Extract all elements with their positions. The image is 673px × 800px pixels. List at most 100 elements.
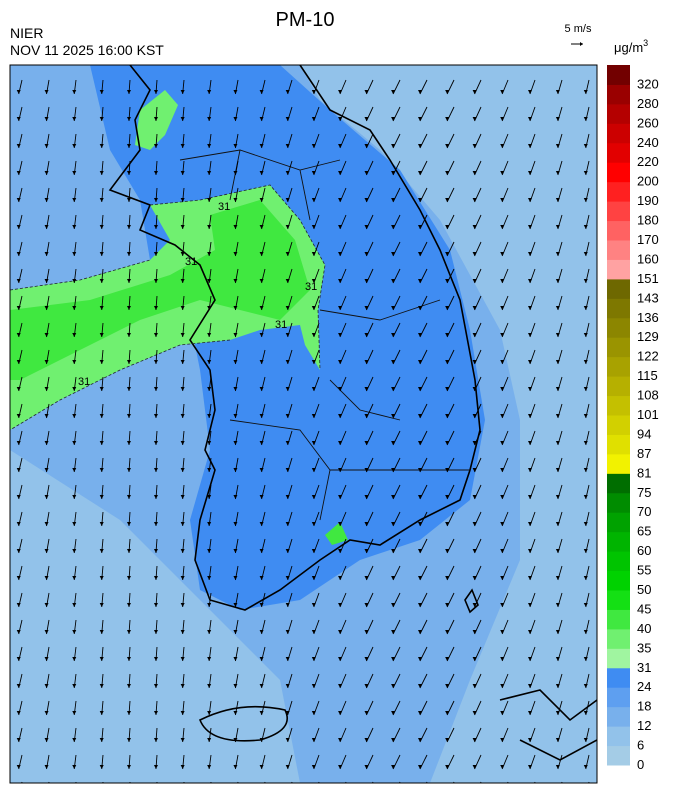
colorbar-label: 31 bbox=[637, 660, 651, 675]
wind-arrowhead bbox=[472, 144, 477, 148]
wind-arrowhead bbox=[44, 522, 49, 526]
wind-arrowhead bbox=[180, 144, 185, 148]
wind-arrowhead bbox=[16, 225, 21, 229]
wind-arrowhead bbox=[338, 198, 343, 202]
wind-arrowhead bbox=[44, 657, 49, 661]
wind-arrowhead bbox=[99, 765, 104, 769]
wind-arrowhead bbox=[207, 360, 212, 364]
colorbar-label: 18 bbox=[637, 699, 651, 714]
wind-arrowhead bbox=[72, 414, 77, 418]
wind-arrowhead bbox=[311, 657, 316, 661]
colorbar-bin bbox=[607, 317, 630, 338]
colorbar-label: 50 bbox=[637, 582, 651, 597]
wind-arrowhead bbox=[16, 684, 21, 688]
wind-arrowhead bbox=[44, 198, 49, 202]
wind-arrowhead bbox=[500, 117, 505, 121]
wind-arrowhead bbox=[285, 468, 290, 472]
wind-arrowhead bbox=[364, 144, 369, 148]
wind-arrowhead bbox=[180, 630, 185, 634]
wind-arrowhead bbox=[126, 414, 131, 418]
wind-arrowhead bbox=[99, 711, 104, 715]
wind-arrowhead bbox=[99, 90, 104, 94]
wind-arrowhead bbox=[364, 198, 369, 202]
wind-arrowhead bbox=[583, 387, 588, 391]
wind-arrowhead bbox=[259, 576, 264, 580]
wind-arrowhead bbox=[44, 306, 49, 310]
colorbar-bin bbox=[607, 551, 630, 572]
wind-arrowhead bbox=[500, 576, 505, 580]
wind-arrowhead bbox=[583, 171, 588, 175]
wind-arrowhead bbox=[153, 252, 158, 256]
wind-arrowhead bbox=[338, 630, 343, 634]
colorbar-label: 160 bbox=[637, 251, 659, 266]
wind-arrowhead bbox=[99, 198, 104, 202]
wind-arrowhead bbox=[233, 198, 238, 202]
wind-arrowhead bbox=[153, 522, 158, 526]
wind-arrowhead bbox=[391, 387, 396, 391]
wind-arrowhead bbox=[285, 711, 290, 715]
wind-arrowhead bbox=[338, 414, 343, 418]
wind-arrowhead bbox=[418, 495, 423, 499]
wind-arrowhead bbox=[472, 198, 477, 202]
colorbar-bin bbox=[607, 65, 630, 85]
wind-arrowhead bbox=[259, 333, 264, 337]
wind-arrowhead bbox=[472, 117, 477, 121]
wind-arrowhead bbox=[16, 441, 21, 445]
wind-arrowhead bbox=[153, 657, 158, 661]
colorbar-bin bbox=[607, 531, 630, 552]
wind-arrowhead bbox=[207, 144, 212, 148]
colorbar-label: 170 bbox=[637, 232, 659, 247]
wind-arrowhead bbox=[472, 684, 477, 688]
wind-arrowhead bbox=[72, 171, 77, 175]
wind-arrowhead bbox=[338, 279, 343, 283]
colorbar-label: 70 bbox=[637, 504, 651, 519]
wind-arrowhead bbox=[44, 495, 49, 499]
wind-arrowhead bbox=[391, 225, 396, 229]
colorbar-bin bbox=[607, 609, 630, 630]
wind-arrowhead bbox=[338, 468, 343, 472]
wind-arrowhead bbox=[391, 198, 396, 202]
wind-arrowhead bbox=[500, 144, 505, 148]
contour-31 bbox=[10, 184, 326, 431]
wind-arrowhead bbox=[391, 522, 396, 526]
colorbar-bin bbox=[607, 395, 630, 416]
wind-arrowhead bbox=[472, 90, 477, 94]
wind-arrowhead bbox=[180, 522, 185, 526]
wind-arrowhead bbox=[259, 306, 264, 310]
wind-arrowhead bbox=[180, 549, 185, 553]
wind-arrowhead bbox=[233, 630, 238, 634]
wind-arrowhead bbox=[153, 333, 158, 337]
wind-arrowhead bbox=[207, 630, 212, 634]
wind-arrowhead bbox=[44, 387, 49, 391]
wind-arrowhead bbox=[16, 522, 21, 526]
wind-arrowhead bbox=[285, 414, 290, 418]
wind-arrow bbox=[264, 781, 266, 783]
wind-arrowhead bbox=[99, 387, 104, 391]
wind-arrowhead bbox=[500, 738, 505, 742]
wind-arrowhead bbox=[285, 522, 290, 526]
wind-arrowhead bbox=[500, 198, 505, 202]
wind-arrowhead bbox=[207, 576, 212, 580]
wind-arrowhead bbox=[500, 414, 505, 418]
wind-arrowhead bbox=[555, 468, 560, 472]
colorbar-bin bbox=[607, 278, 630, 299]
wind-arrowhead bbox=[364, 279, 369, 283]
wind-arrow bbox=[425, 781, 428, 783]
colorbar-label: 55 bbox=[637, 563, 651, 578]
colorbar-label: 35 bbox=[637, 640, 651, 655]
colorbar-label: 151 bbox=[637, 271, 659, 286]
island bbox=[464, 588, 479, 614]
wind-arrowhead bbox=[555, 522, 560, 526]
wind-arrowhead bbox=[500, 684, 505, 688]
wind-arrowhead bbox=[233, 576, 238, 580]
wind-arrowhead bbox=[233, 495, 238, 499]
wind-arrowhead bbox=[583, 225, 588, 229]
wind-arrowhead bbox=[153, 684, 158, 688]
colorbar-label: 87 bbox=[637, 446, 651, 461]
wind-arrowhead bbox=[72, 711, 77, 715]
wind-arrowhead bbox=[418, 630, 423, 634]
wind-arrowhead bbox=[500, 468, 505, 472]
colorbar-label: 60 bbox=[637, 543, 651, 558]
wind-arrowhead bbox=[44, 765, 49, 769]
